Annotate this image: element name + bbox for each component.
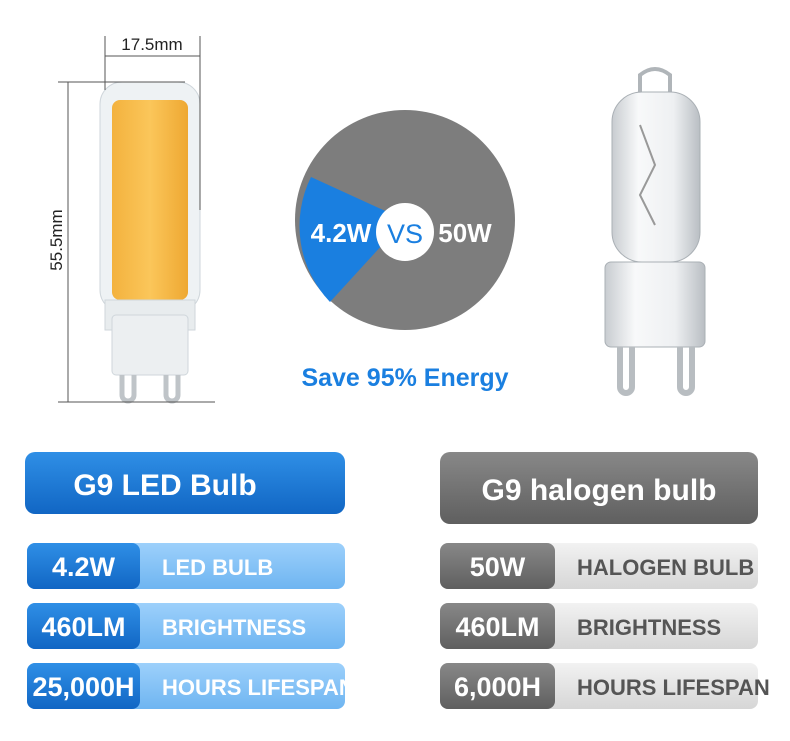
row-value: 6,000H bbox=[454, 672, 541, 702]
vs-label: VS bbox=[387, 219, 423, 249]
row-value: 25,000H bbox=[32, 672, 134, 702]
row-label: HALOGEN BULB bbox=[577, 555, 754, 580]
row-label: BRIGHTNESS bbox=[162, 615, 306, 640]
row-value: 50W bbox=[470, 552, 526, 582]
led-bulb-image bbox=[99, 81, 201, 404]
row-label: HOURS LIFESPAN bbox=[577, 675, 770, 700]
row-label: HOURS LIFESPAN bbox=[162, 675, 355, 700]
led-header bbox=[25, 452, 345, 514]
energy-pie bbox=[295, 110, 515, 330]
row-value-pill bbox=[440, 543, 555, 589]
row-label: LED BULB bbox=[162, 555, 273, 580]
comparison-rows: 4.2W LED BULB 460LM BRIGHTNESS 25,000H HOURS … bbox=[27, 543, 770, 709]
row-value: 4.2W bbox=[52, 552, 116, 582]
row-value-pill bbox=[440, 603, 555, 649]
row-value-pill bbox=[27, 543, 140, 589]
row-value-pill bbox=[27, 603, 140, 649]
row-value-pill bbox=[440, 663, 555, 709]
width-label: 17.5mm bbox=[121, 35, 182, 54]
halogen-header bbox=[440, 452, 758, 524]
row-label: BRIGHTNESS bbox=[577, 615, 721, 640]
halogen-bulb-image bbox=[604, 67, 706, 396]
dimension-lines bbox=[58, 36, 215, 403]
saving-text: Save 95% Energy bbox=[301, 364, 508, 392]
halogen-title: G9 halogen bulb bbox=[481, 474, 716, 507]
halogen-power: 50W bbox=[438, 218, 492, 248]
led-title: G9 LED Bulb bbox=[73, 469, 256, 502]
row-value: 460LM bbox=[455, 612, 539, 642]
row-value: 460LM bbox=[41, 612, 125, 642]
height-label: 55.5mm bbox=[47, 209, 66, 270]
led-power: 4.2W bbox=[311, 218, 372, 248]
row-value-pill bbox=[27, 663, 140, 709]
